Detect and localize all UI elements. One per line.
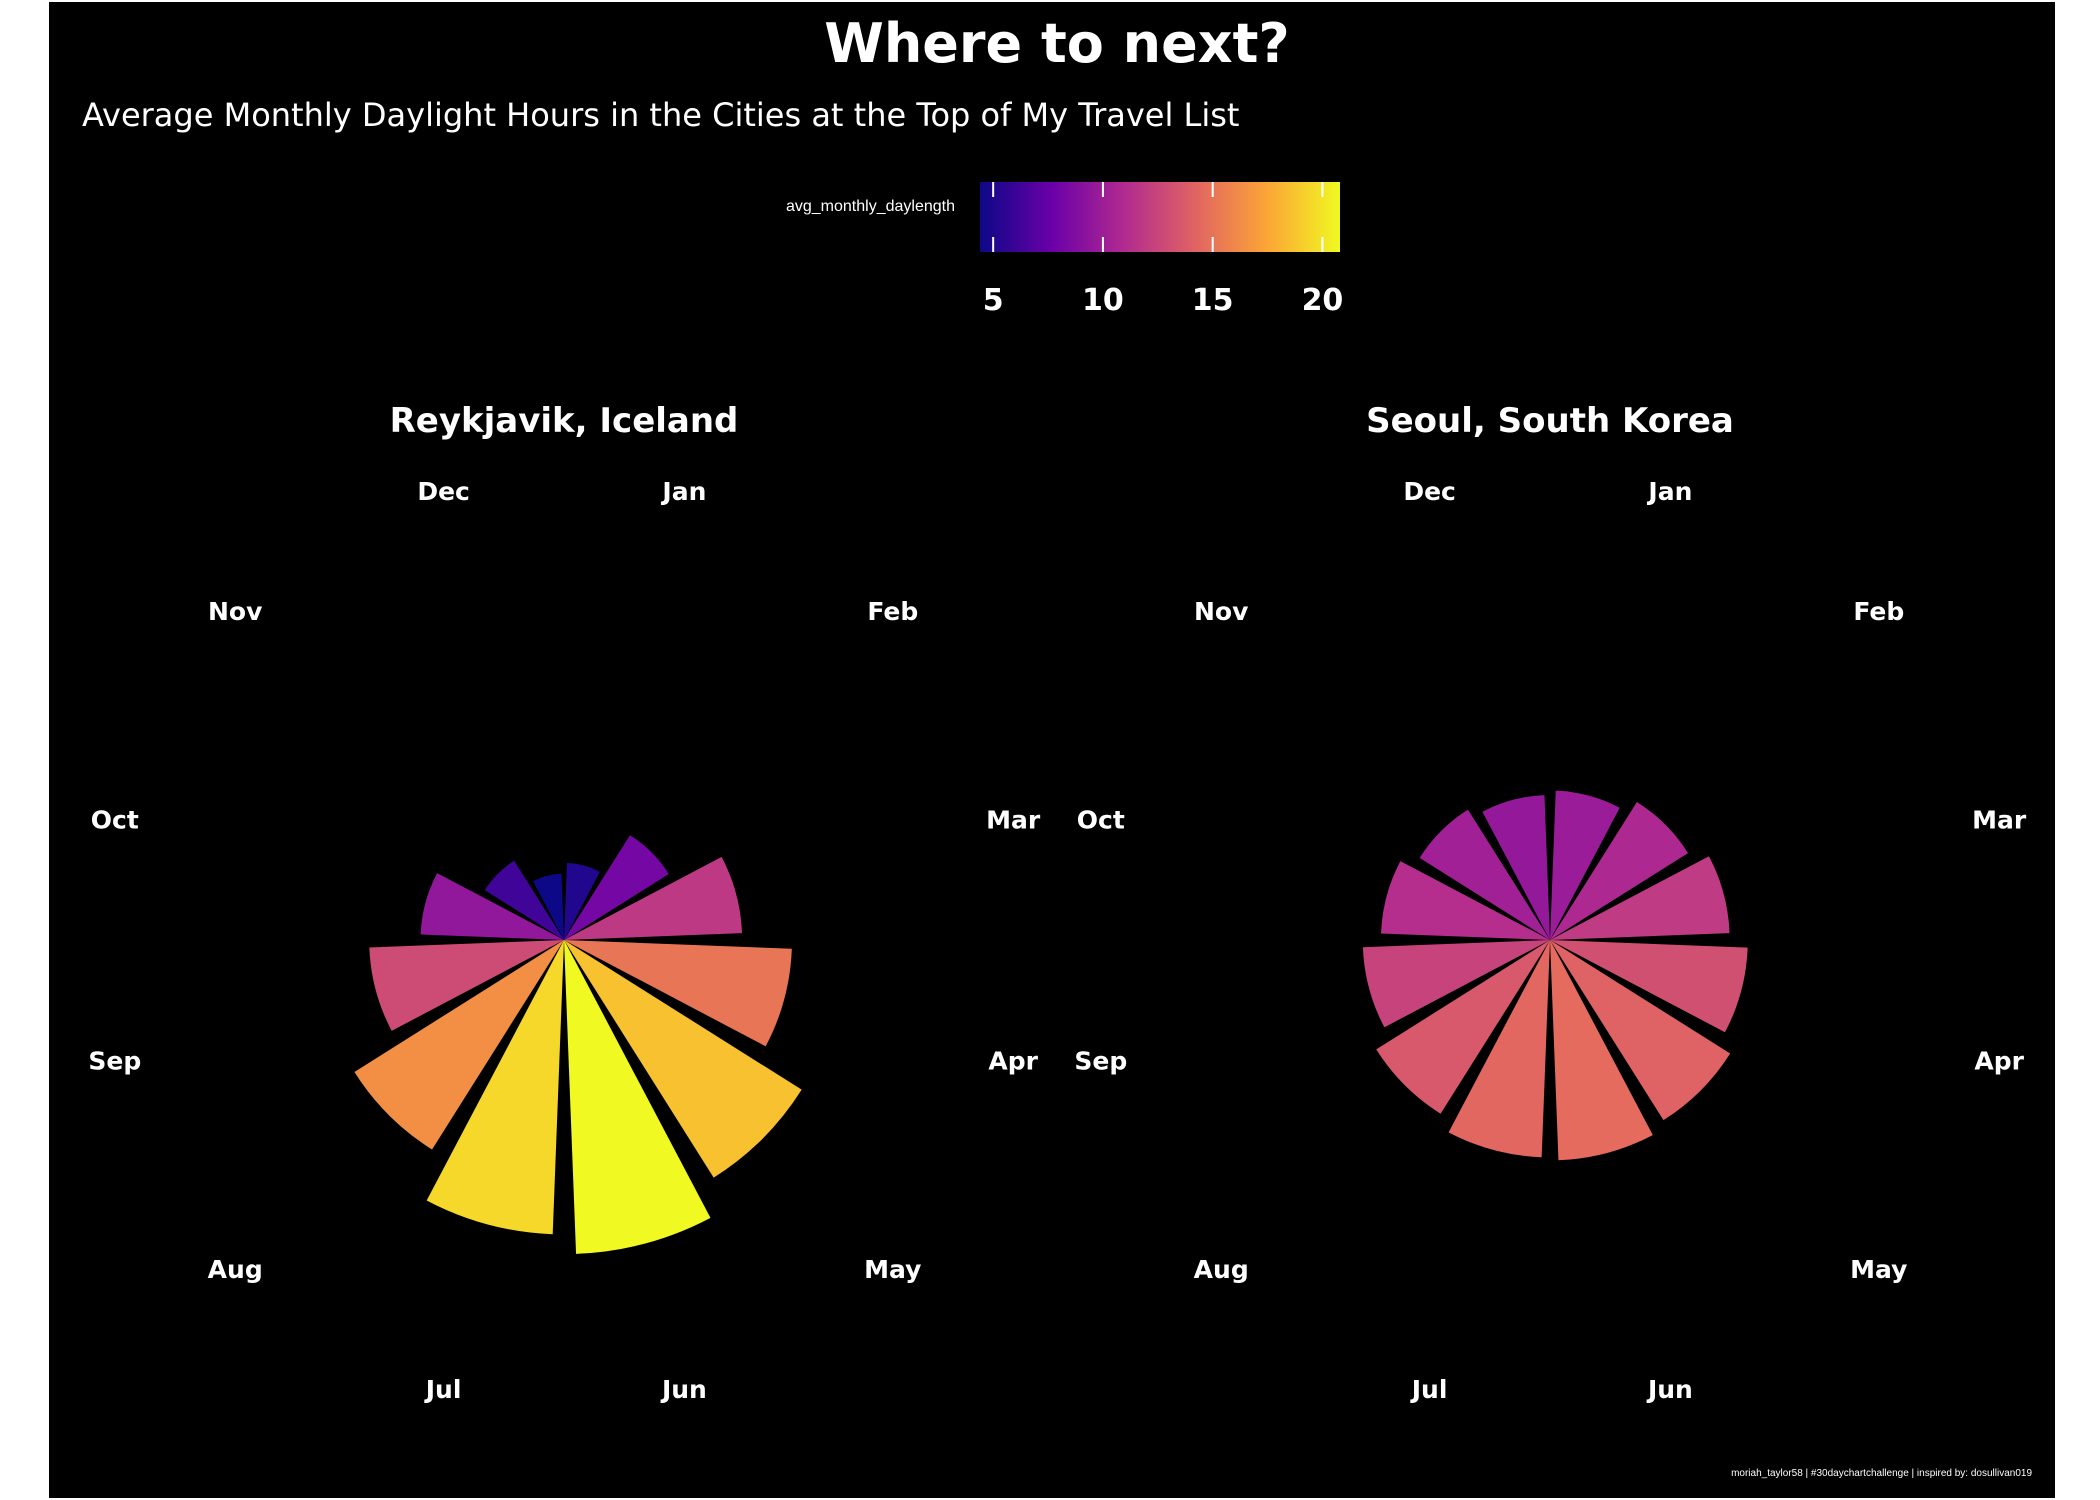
month-label-dec: Dec [1403,477,1456,506]
month-label-may: May [864,1255,921,1284]
bar-jan [1550,790,1620,940]
month-label-oct: Oct [91,806,139,835]
bar-aug [354,940,564,1150]
legend-tick-label: 15 [1192,283,1234,318]
month-label-feb: Feb [867,597,918,626]
month-label-nov: Nov [208,597,262,626]
bar-oct [420,873,564,940]
bar-nov [1419,809,1550,940]
month-label-apr: Apr [988,1046,1038,1075]
month-label-jan: Jan [660,477,706,506]
facet-title-seoul: Seoul, South Korea [1366,401,1734,441]
bar-may [564,940,802,1178]
month-label-jan: Jan [1646,477,1692,506]
bar-jun [564,940,711,1254]
month-label-nov: Nov [1194,597,1248,626]
legend-tick-label: 5 [983,283,1004,318]
bar-jun [1550,940,1653,1161]
facet-reykjavik: Reykjavik, Iceland Jan Feb Mar Apr May Jun Jul… [88,401,1041,1404]
bar-dec [533,873,564,940]
legend-tick-label: 20 [1302,283,1344,318]
bar-sep [1362,940,1550,1028]
bar-sep [369,940,564,1031]
bar-oct [1381,861,1550,940]
facet-seoul: Seoul, South Korea Jan Feb Mar Apr May Jun Jul… [1074,401,2027,1404]
month-label-feb: Feb [1853,597,1904,626]
bar-feb [564,835,669,940]
month-label-jun: Jun [660,1375,707,1404]
bar-apr [1550,940,1748,1033]
legend: avg_monthly_daylength 5 10 15 20 [786,182,1343,318]
month-label-jul: Jul [424,1375,462,1404]
bar-may [1550,940,1731,1121]
legend-colorbar [980,182,1340,252]
bar-jul [426,940,564,1235]
bar-feb [1550,802,1688,940]
bar-mar [1550,856,1730,940]
chart-title: Where to next? [824,12,1289,75]
bar-mar [564,856,743,940]
month-label-jul: Jul [1410,1375,1448,1404]
bar-jan [564,863,600,940]
month-label-dec: Dec [417,477,470,506]
month-label-oct: Oct [1077,806,1125,835]
bar-jul [1448,940,1550,1158]
bar-aug [1376,940,1550,1114]
month-label-mar: Mar [986,806,1041,835]
month-label-mar: Mar [1972,806,2027,835]
bar-apr [564,940,792,1047]
month-label-may: May [1850,1255,1907,1284]
caption: moriah_taylor58 | #30daychartchallenge |… [1731,1468,2032,1479]
month-label-jun: Jun [1646,1375,1693,1404]
facet-title-reykjavik: Reykjavik, Iceland [390,401,739,441]
chart-subtitle: Average Monthly Daylight Hours in the Ci… [82,96,1239,134]
month-label-sep: Sep [88,1046,141,1075]
month-label-sep: Sep [1074,1046,1127,1075]
legend-title: avg_monthly_daylength [786,198,955,215]
month-label-aug: Aug [1194,1255,1249,1284]
month-label-apr: Apr [1974,1046,2024,1075]
month-label-aug: Aug [208,1255,263,1284]
legend-tick-label: 10 [1082,283,1124,318]
bar-dec [1482,795,1550,940]
bar-nov [484,860,564,940]
